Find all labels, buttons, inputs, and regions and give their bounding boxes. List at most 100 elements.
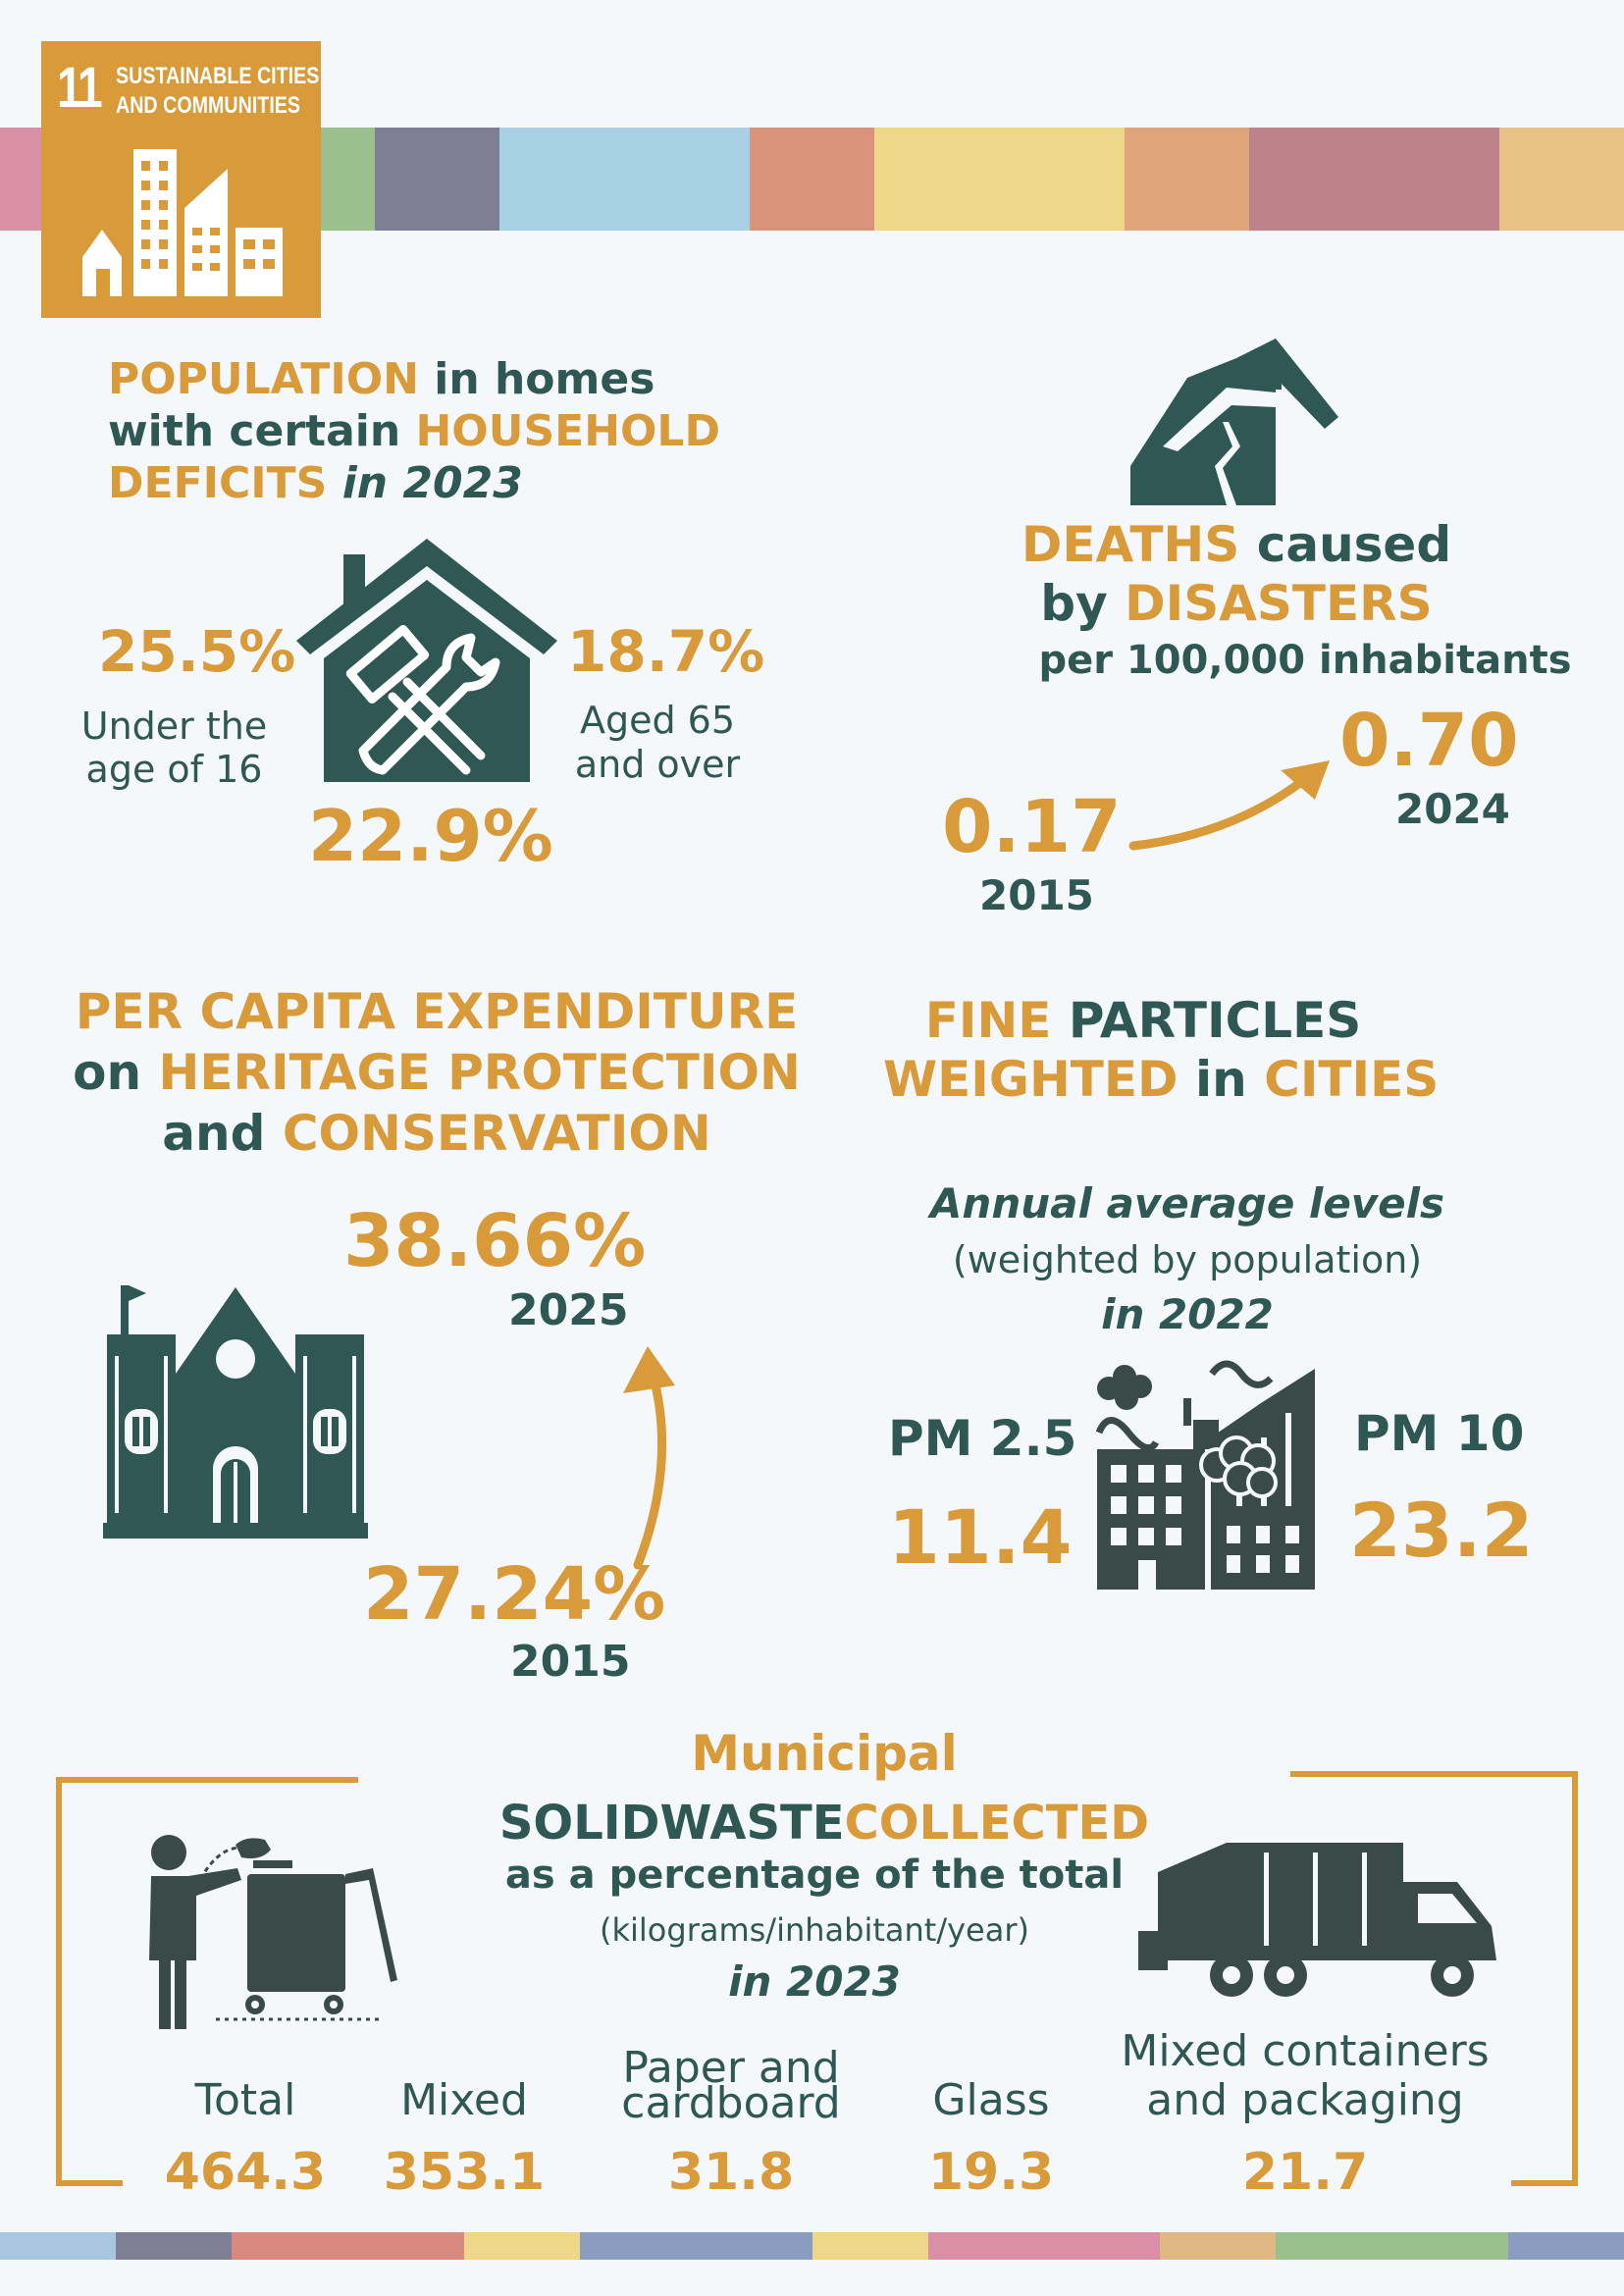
pm10-value: 23.2	[1349, 1487, 1534, 1574]
particles-sub2: (weighted by population)	[952, 1238, 1423, 1281]
person-disposing-waste-icon	[149, 1835, 397, 2029]
stripe-segment	[999, 128, 1126, 231]
deaths-subtitle: per 100,000 inhabitants	[1038, 638, 1572, 683]
stripe-segment	[1498, 128, 1624, 231]
particles-title-d: in	[1178, 1051, 1265, 1108]
waste-category-value: 21.7	[1241, 2143, 1369, 2202]
particles-title-a: FINE	[924, 992, 1052, 1049]
waste-title-f: in 2023	[728, 1957, 901, 2006]
heritage-title-d: and	[162, 1105, 283, 1162]
waste-category-label2: cardboard	[621, 2078, 841, 2128]
heritage-2015-year: 2015	[510, 1637, 631, 1687]
collapsed-house-icon	[1130, 339, 1338, 505]
pm10-label: PM 10	[1354, 1405, 1525, 1462]
stripe-segment	[1124, 128, 1251, 231]
stripe-segment	[696, 2232, 813, 2260]
polluting-factory-icon	[1095, 1360, 1315, 1590]
waste-title-e: (kilograms/inhabitant/year)	[600, 1911, 1029, 1949]
house-tools-icon	[296, 539, 557, 782]
waste-title-b: SOLIDWASTE	[498, 1796, 845, 1851]
stripe-segment	[749, 128, 876, 231]
particles-sub1: Annual average levels	[929, 1179, 1445, 1227]
population-aged65-label1: Aged 65	[579, 699, 736, 742]
deaths-title-b: caused	[1239, 516, 1452, 573]
population-under16-label1: Under the	[80, 704, 268, 748]
sdg-title-line2: AND COMMUNITIES	[116, 92, 301, 119]
waste-category-label2: and packaging	[1146, 2075, 1464, 2125]
trend-arrow-icon	[1128, 760, 1330, 851]
stripe-segment	[1249, 128, 1376, 231]
pm25-value: 11.4	[888, 1493, 1073, 1581]
deaths-2024-value: 0.70	[1339, 699, 1519, 783]
deaths-2015-year: 2015	[979, 871, 1094, 919]
waste-category-total: Total 464.3	[147, 2041, 343, 2203]
stripe-segment	[1276, 2232, 1393, 2260]
population-title: POPULATION in homes with certain HOUSEHO…	[108, 353, 720, 509]
heritage-title-b: on	[73, 1044, 159, 1101]
waste-category-label: Paper and cardboard	[599, 2041, 864, 2139]
particles-title: FINE PARTICLES WEIGHTED in CITIES	[883, 991, 1439, 1109]
heritage-title-a: PER CAPITA EXPENDITURE	[75, 983, 799, 1040]
population-title-f: in 2023	[327, 458, 523, 508]
waste-category-label1: Paper and	[622, 2043, 840, 2093]
deaths-title-d: DISASTERS	[1125, 575, 1433, 632]
heritage-title-c: HERITAGE PROTECTION	[158, 1044, 801, 1101]
heritage-trend-arrow-icon	[623, 1346, 675, 1570]
population-title-e: DEFICITS	[108, 458, 328, 508]
waste-frame	[56, 1771, 1578, 2186]
stripe-segment	[463, 2232, 582, 2260]
population-aged65-label: Aged 65 and over	[550, 699, 765, 787]
stripe-segment	[1374, 128, 1500, 231]
sdg-number: 11	[57, 56, 103, 120]
deaths-title-a: DEATHS	[1021, 516, 1240, 573]
waste-title-d: as a percentage of the total	[504, 1852, 1125, 1898]
waste-category-value: 353.1	[383, 2143, 546, 2202]
stripe-segment	[1043, 2232, 1162, 2260]
population-title-d: HOUSEHOLD	[415, 406, 720, 456]
city-buildings-icon	[82, 149, 283, 296]
particles-sub3: in 2022	[1101, 1290, 1274, 1338]
waste-title-line2: SOLIDWASTECOLLECTED	[432, 1796, 1217, 1851]
population-aged65-value: 18.7%	[567, 618, 765, 685]
bottom-color-stripe	[0, 2232, 1624, 2260]
heritage-2025-year: 2025	[508, 1285, 629, 1335]
heritage-2025-value: 38.66%	[343, 1199, 647, 1283]
heritage-title-e: CONSERVATION	[282, 1105, 711, 1162]
waste-category-label: Mixed	[400, 2075, 528, 2125]
stripe-segment	[874, 128, 1001, 231]
particles-title-e: CITIES	[1264, 1051, 1440, 1108]
waste-category-value: 464.3	[164, 2143, 327, 2202]
population-title-a: POPULATION	[108, 354, 419, 404]
stripe-segment	[624, 128, 751, 231]
deaths-title: DEATHS caused by DISASTERS	[1016, 515, 1457, 633]
particles-title-c: WEIGHTED	[883, 1051, 1179, 1108]
waste-title-c: COLLECTED	[844, 1796, 1150, 1851]
waste-category-value: 19.3	[927, 2143, 1055, 2202]
population-under16-label: Under the age of 16	[69, 704, 280, 791]
stripe-segment	[1391, 2232, 1509, 2260]
sdg-title-line1: SUSTAINABLE CITIES	[116, 63, 320, 89]
stripe-segment	[927, 2232, 1045, 2260]
stripe-segment	[499, 128, 626, 231]
waste-category-containers: Mixed containers and packaging 21.7	[1099, 2011, 1511, 2203]
waste-category-paper: Paper and cardboard 31.8	[599, 2041, 864, 2203]
heritage-2015-value: 27.24%	[363, 1552, 666, 1637]
waste-category-label: Mixed containers and packaging	[1099, 2011, 1511, 2139]
stripe-segment	[374, 128, 501, 231]
stripe-segment	[1507, 2232, 1624, 2260]
deaths-2015-value: 0.17	[942, 785, 1122, 869]
waste-category-label: Total	[194, 2075, 296, 2125]
population-total-value: 22.9%	[308, 795, 553, 877]
population-title-c: with certain	[108, 406, 416, 456]
heritage-title: PER CAPITA EXPENDITURE on HERITAGE PROTE…	[39, 981, 834, 1164]
stripe-segment	[812, 2232, 929, 2260]
heritage-building-icon	[103, 1285, 368, 1539]
waste-category-label: Glass	[932, 2075, 1050, 2125]
stripe-segment	[580, 2232, 698, 2260]
population-under16-value: 25.5%	[98, 618, 296, 685]
garbage-truck-icon	[1138, 1843, 1496, 1997]
waste-category-glass: Glass 19.3	[893, 2041, 1089, 2203]
waste-category-value: 31.8	[667, 2143, 795, 2202]
deaths-title-c: by	[1040, 575, 1126, 632]
stripe-segment	[116, 2232, 234, 2260]
